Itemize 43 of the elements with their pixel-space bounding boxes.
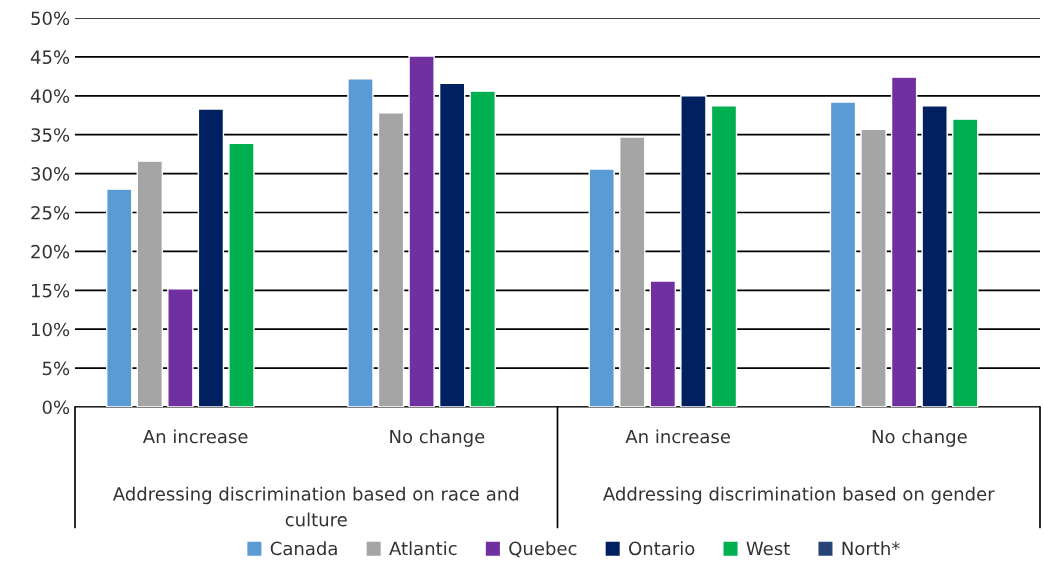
bar — [408, 55, 435, 407]
legend-label: Quebec — [509, 541, 577, 558]
x-tick-label: An increase — [142, 429, 248, 444]
bar — [829, 101, 857, 407]
bar — [347, 77, 374, 407]
bar — [228, 142, 255, 407]
y-tick-label: 25% — [31, 205, 70, 220]
text: Addressing discrimination based on race and culture — [112, 486, 519, 527]
y-tick-label: 10% — [31, 322, 70, 337]
bar — [890, 76, 918, 407]
bar — [951, 118, 979, 407]
y-tick-label: 15% — [31, 283, 70, 298]
bar — [921, 105, 948, 407]
bar — [680, 95, 707, 407]
x-tick-label: No change — [390, 429, 485, 447]
bar — [106, 188, 133, 407]
y-tick-label: 50% — [31, 11, 70, 26]
bar — [377, 112, 405, 407]
x-tick-label: An increase — [625, 429, 730, 444]
legend-label: Ontario — [629, 541, 695, 556]
y-tick-label: 0% — [42, 400, 70, 415]
bar — [136, 160, 164, 407]
bar — [469, 90, 496, 407]
bar — [649, 280, 677, 407]
legend-label: Atlantic — [389, 541, 457, 556]
x-tick-label: No change — [872, 429, 967, 447]
y-tick-label: 20% — [31, 244, 70, 259]
y-tick-label: 45% — [30, 50, 70, 65]
y-tick-label: 5% — [42, 361, 70, 376]
legend-label: West — [746, 541, 790, 556]
bar — [197, 108, 225, 407]
bar — [710, 105, 738, 407]
y-tick-label: 30% — [31, 167, 70, 181]
legend-label: Canada — [270, 541, 337, 556]
bar — [860, 128, 887, 407]
bar — [167, 288, 194, 407]
y-tick-label: 40% — [30, 89, 70, 103]
bar — [619, 136, 646, 407]
y-tick-label: 35% — [31, 128, 70, 142]
legend-label: North* — [842, 541, 900, 556]
bar — [588, 168, 615, 407]
bar — [438, 82, 466, 407]
text: Addressing discrimination based on gender — [603, 486, 995, 505]
